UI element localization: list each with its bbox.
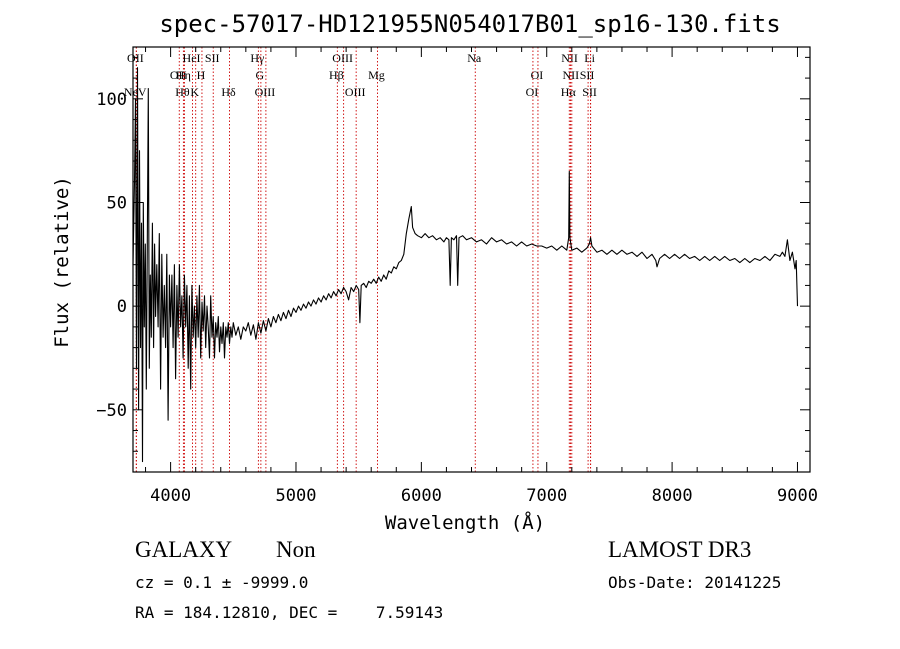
- line-label-6: H: [197, 68, 206, 82]
- galaxy-label: GALAXY: [135, 537, 233, 562]
- line-label-0: NeV: [124, 85, 147, 99]
- line-label-21: NII: [562, 68, 579, 82]
- line-label-18: OI: [531, 68, 544, 82]
- y-tick-label: 0: [117, 297, 127, 317]
- redshift-line: cz = 0.1 ± -9999.0: [135, 573, 309, 592]
- x-axis-label: Wavelength (Å): [385, 511, 545, 534]
- line-label-1: OII: [127, 51, 144, 65]
- line-label-10: Hγ: [250, 51, 265, 65]
- class-value: Non: [276, 537, 316, 562]
- line-label-3: Hθ: [175, 85, 190, 99]
- coordinates-line: RA = 184.12810, DEC = 7.59143: [135, 603, 444, 622]
- y-tick-label: 50: [107, 193, 127, 213]
- y-axis-label: Flux (relative): [51, 176, 73, 348]
- x-tick-label: 5000: [276, 486, 317, 506]
- y-tick-label: −50: [96, 401, 127, 421]
- line-label-19: OI: [526, 85, 539, 99]
- line-label-25: SII: [582, 85, 597, 99]
- line-label-23: Li: [584, 51, 595, 65]
- line-label-24: SII: [580, 68, 595, 82]
- line-label-17: Na: [467, 51, 482, 65]
- chart-title: spec-57017-HD121955N054017B01_sp16-130.f…: [159, 10, 780, 38]
- x-tick-label: 8000: [652, 486, 693, 506]
- x-tick-label: 6000: [401, 486, 442, 506]
- line-label-12: OIII: [255, 85, 276, 99]
- line-label-8: SII: [205, 51, 220, 65]
- x-tick-label: 9000: [777, 486, 818, 506]
- line-label-5: HeI: [183, 51, 201, 65]
- line-label-22: Hα: [561, 85, 577, 99]
- x-tick-label: 7000: [526, 486, 567, 506]
- line-label-11: G: [256, 68, 265, 82]
- line-label-9: Hδ: [221, 85, 236, 99]
- line-label-4: Hη: [176, 68, 191, 82]
- survey-label: LAMOST DR3: [608, 537, 752, 562]
- line-label-14: Hβ: [329, 68, 344, 82]
- line-label-7: K: [190, 85, 199, 99]
- line-label-16: Mg: [368, 68, 385, 82]
- spectrum-line: [132, 67, 799, 463]
- obs-date: Obs-Date: 20141225: [608, 573, 782, 592]
- x-tick-label: 4000: [150, 486, 191, 506]
- line-label-13: OIII: [332, 51, 353, 65]
- line-label-15: OIII: [345, 85, 366, 99]
- line-label-2: OII: [170, 68, 187, 82]
- y-tick-label: 100: [96, 90, 127, 110]
